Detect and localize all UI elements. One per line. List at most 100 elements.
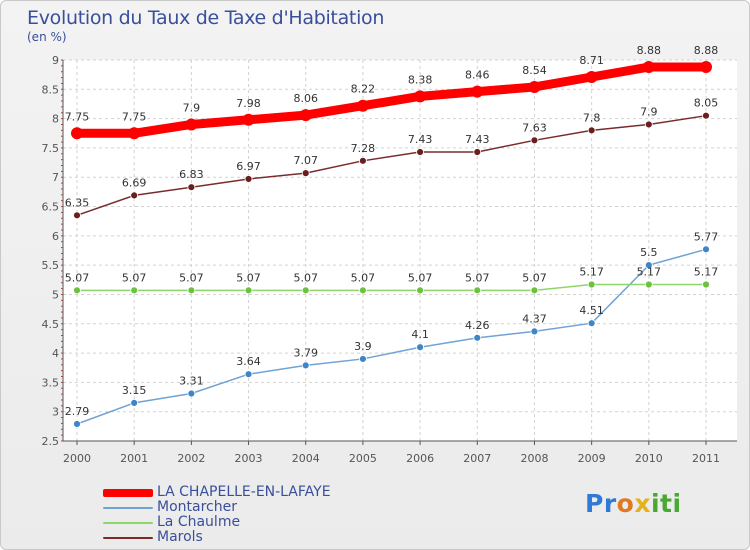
data-label-marols: 6.83 xyxy=(179,168,204,181)
data-label-marols: 7.07 xyxy=(293,154,318,167)
y-tick-label: 7.5 xyxy=(42,142,60,155)
data-label-marols: 8.05 xyxy=(694,97,719,110)
data-point-la-chapelle xyxy=(242,113,255,126)
x-tick-label: 2004 xyxy=(292,452,320,465)
series-line-montarcher xyxy=(76,248,707,425)
data-point-montarcher xyxy=(702,245,710,254)
series-line-la-chapelle xyxy=(72,62,711,138)
data-point-montarcher xyxy=(244,370,253,379)
data-point-la-chapelle xyxy=(299,109,312,122)
data-point-montarcher xyxy=(301,361,310,370)
series-line-la-chaulme xyxy=(76,283,707,292)
data-label-marols: 6.35 xyxy=(65,196,90,209)
x-tick-label: 2000 xyxy=(63,452,91,465)
y-tick-label: 2.5 xyxy=(42,435,60,448)
x-tick-label: 2005 xyxy=(349,452,377,465)
data-label-marols: 7.63 xyxy=(522,121,547,134)
data-point-la-chapelle xyxy=(185,118,198,131)
y-tick-label: 8.5 xyxy=(42,83,60,96)
data-label-montarcher: 3.79 xyxy=(293,346,318,359)
legend-label-montarcher: Montarcher xyxy=(157,499,237,515)
data-point-la-chaulme xyxy=(702,280,710,289)
data-point-la-chapelle xyxy=(585,70,598,83)
data-label-marols: 6.97 xyxy=(236,160,261,173)
data-label-marols: 7.43 xyxy=(465,133,490,146)
x-tick-label: 2001 xyxy=(120,452,148,465)
y-tick-label: 8 xyxy=(52,113,59,126)
data-point-montarcher xyxy=(644,261,653,270)
data-label-la-chaulme: 5.17 xyxy=(694,265,719,278)
data-point-la-chaulme xyxy=(187,286,196,295)
data-point-marols xyxy=(530,136,539,145)
data-label-la-chapelle: 7.98 xyxy=(236,97,261,110)
data-point-montarcher xyxy=(473,333,482,342)
data-point-montarcher xyxy=(130,398,139,407)
plot-background xyxy=(63,60,737,441)
x-tick-label: 2009 xyxy=(578,452,606,465)
data-label-la-chapelle: 7.9 xyxy=(183,101,201,114)
data-point-la-chaulme xyxy=(301,286,310,295)
data-point-la-chaulme xyxy=(416,286,424,295)
y-tick-label: 4.5 xyxy=(42,318,60,331)
data-label-la-chapelle: 8.71 xyxy=(579,54,604,67)
data-label-marols: 7.43 xyxy=(408,133,433,146)
data-label-la-chaulme: 5.07 xyxy=(522,271,547,284)
data-point-montarcher xyxy=(73,420,81,428)
series-line-marols xyxy=(76,114,707,217)
legend-label-la-chaulme: La Chaulme xyxy=(157,514,241,530)
legend-swatch-la-chaulme xyxy=(103,521,153,524)
data-point-marols xyxy=(587,126,596,135)
data-point-la-chapelle xyxy=(128,127,141,140)
x-tick-label: 2003 xyxy=(235,452,263,465)
data-point-marols xyxy=(416,148,424,156)
legend-label-marols: Marols xyxy=(157,529,203,545)
legend-item-la-chapelle: LA CHAPELLE-EN-LAFAYE xyxy=(103,485,331,500)
y-tick-label: 7 xyxy=(52,171,59,184)
data-label-la-chapelle: 8.06 xyxy=(293,92,318,105)
data-point-marols xyxy=(301,169,310,178)
data-label-montarcher: 5.5 xyxy=(640,246,658,259)
data-point-la-chapelle xyxy=(414,90,427,103)
data-point-la-chaulme xyxy=(73,286,81,295)
data-label-la-chaulme: 5.07 xyxy=(465,271,490,284)
y-tick-label: 9 xyxy=(52,54,59,67)
legend-label-la-chapelle: LA CHAPELLE-EN-LAFAYE xyxy=(157,484,331,500)
x-tick-label: 2011 xyxy=(692,452,720,465)
data-point-la-chapelle xyxy=(700,61,712,74)
data-point-montarcher xyxy=(530,327,539,336)
legend-item-marols: Marols xyxy=(103,530,331,545)
data-point-la-chapelle xyxy=(642,61,655,74)
data-label-la-chaulme: 5.07 xyxy=(179,271,204,284)
y-tick-label: 5 xyxy=(52,288,59,301)
legend: LA CHAPELLE-EN-LAFAYE Montarcher La Chau… xyxy=(103,485,331,545)
data-point-marols xyxy=(702,111,710,120)
data-point-la-chapelle xyxy=(471,85,484,98)
data-point-marols xyxy=(130,191,139,200)
data-point-la-chaulme xyxy=(473,286,482,295)
data-label-marols: 7.28 xyxy=(351,142,376,155)
y-tick-label: 4 xyxy=(52,347,59,360)
data-point-la-chaulme xyxy=(644,280,653,289)
legend-swatch-montarcher xyxy=(103,506,153,509)
data-label-montarcher: 4.26 xyxy=(465,319,490,332)
x-tick-label: 2008 xyxy=(520,452,548,465)
data-label-la-chapelle: 8.54 xyxy=(522,64,547,77)
data-label-la-chaulme: 5.07 xyxy=(351,271,376,284)
data-point-montarcher xyxy=(187,389,196,398)
data-point-la-chaulme xyxy=(244,286,253,295)
data-label-montarcher: 2.79 xyxy=(65,405,90,418)
data-label-montarcher: 4.37 xyxy=(522,312,547,325)
data-label-la-chaulme: 5.07 xyxy=(236,271,261,284)
x-tick-label: 2002 xyxy=(177,452,205,465)
data-label-la-chaulme: 5.07 xyxy=(65,271,90,284)
x-tick-label: 2006 xyxy=(406,452,434,465)
data-label-la-chapelle: 8.88 xyxy=(637,44,662,57)
legend-item-la-chaulme: La Chaulme xyxy=(103,515,331,530)
data-point-marols xyxy=(244,175,253,183)
x-tick-label: 2007 xyxy=(463,452,491,465)
data-point-marols xyxy=(473,148,482,156)
data-label-la-chaulme: 5.17 xyxy=(579,265,604,278)
legend-swatch-la-chapelle xyxy=(103,488,153,497)
data-point-la-chaulme xyxy=(530,286,539,295)
